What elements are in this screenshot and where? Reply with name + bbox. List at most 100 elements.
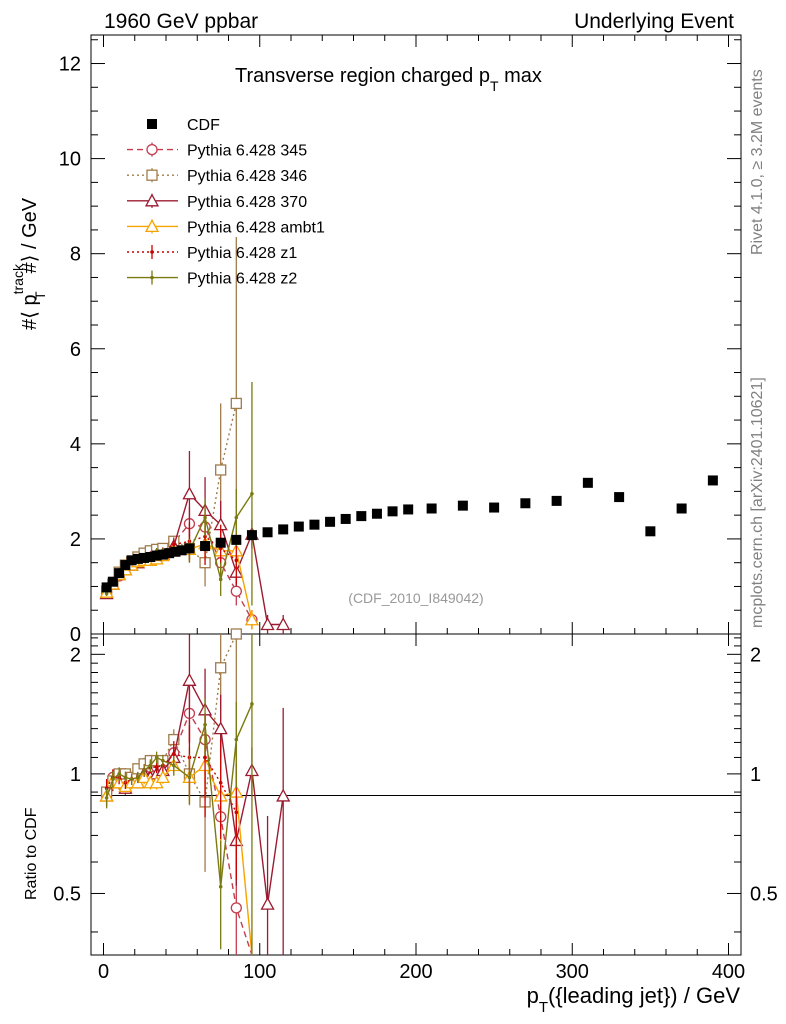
data-point (182, 486, 197, 500)
data-point (340, 513, 351, 524)
ratio-point (203, 722, 207, 727)
y-tick-label: 10 (59, 149, 81, 171)
y-tick-label: 12 (59, 54, 81, 76)
legend: CDF Pythia 6.428 345 Pythia 6.428 346 Pythi… (127, 117, 325, 288)
data-point (403, 504, 414, 515)
y-label-a: #⟨ p (19, 294, 41, 330)
series-pythia-6-428-z2 (104, 382, 254, 955)
ratio-point (154, 765, 159, 769)
ratio-tick-label-right: 1 (750, 764, 761, 786)
legend-label: Pythia 6.428 370 (187, 194, 307, 211)
data-point (520, 498, 531, 509)
ratio-point (161, 758, 165, 763)
data-point (645, 526, 656, 537)
header-right: Underlying Event (574, 10, 734, 33)
ratio-point (104, 796, 109, 800)
data-point (184, 543, 195, 554)
ratio-tick-label-right: 2 (750, 644, 761, 666)
ratio-tick-label: 2 (70, 644, 81, 666)
data-point (707, 475, 718, 486)
y-tick-label: 2 (70, 529, 81, 551)
data-point (244, 612, 260, 626)
legend-label: CDF (187, 117, 220, 134)
x-tick-label: 400 (712, 961, 745, 983)
legend-entry-pythia-6-428-346: Pythia 6.428 346 (127, 168, 307, 185)
data-point (200, 541, 211, 552)
y-label-sub: T (32, 291, 48, 300)
series-cdf (101, 475, 718, 593)
x-tick-label: 0 (98, 961, 109, 983)
x-label-sub: T (539, 999, 548, 1016)
data-point (230, 585, 242, 597)
ratio-point (203, 755, 207, 760)
series-layer (99, 237, 718, 956)
mcplots-label: mcplots.cern.ch [arXiv:2401.10621] (749, 377, 766, 628)
legend-entry-pythia-6-428-345: Pythia 6.428 345 (127, 142, 307, 160)
ratio-point (148, 763, 153, 768)
y-tick-label: 0 (70, 624, 81, 646)
data-point (157, 549, 168, 560)
chart-title: Transverse region charged pT max (235, 65, 542, 94)
ratio-y-label: Ratio to CDF (23, 807, 40, 900)
data-point (582, 477, 593, 488)
legend-entry-pythia-6-428-ambt1: Pythia 6.428 ambt1 (127, 219, 325, 236)
header-left: 1960 GeV ppbar (104, 10, 258, 33)
legend-marker (146, 143, 158, 156)
data-point (293, 521, 304, 532)
data-point (218, 577, 223, 582)
ratio-point (172, 752, 176, 757)
ratio-tick-label-right: 0.5 (750, 883, 778, 905)
data-point (104, 591, 109, 596)
data-point (457, 500, 468, 511)
legend-entry-pythia-6-428-z2: Pythia 6.428 z2 (127, 270, 297, 288)
data-point (203, 515, 207, 520)
data-point (139, 552, 150, 563)
data-point (250, 491, 254, 496)
legend-marker (150, 275, 154, 280)
legend-label: Pythia 6.428 346 (187, 168, 307, 185)
data-point (356, 511, 367, 522)
data-point (234, 558, 239, 563)
chart-title-main: Transverse region charged p (235, 65, 490, 87)
data-point (172, 542, 176, 547)
data-point (101, 582, 112, 593)
data-point (176, 545, 187, 556)
ratio-point (172, 763, 176, 768)
data-point (231, 534, 242, 545)
ratio-point (276, 788, 291, 802)
y-axis-label: #⟨ ptrack T #⟩ / GeV (10, 197, 48, 330)
series-pythia-6-428-370 (99, 450, 291, 955)
data-point (145, 551, 156, 562)
ratio-point (111, 777, 115, 781)
data-point (276, 617, 291, 631)
data-point (234, 515, 239, 520)
legend-label: Pythia 6.428 z2 (187, 271, 297, 288)
data-point (489, 502, 500, 513)
data-point (371, 508, 382, 519)
data-point (132, 553, 143, 564)
data-point (151, 550, 162, 561)
data-point (387, 506, 398, 517)
ratio-point (215, 662, 227, 674)
ratio-point (129, 777, 134, 781)
data-point (325, 516, 336, 527)
ratio-point (230, 628, 242, 640)
rivet-label: Rivet 4.1.0, ≥ 3.2M events (749, 69, 766, 255)
legend-marker (144, 193, 160, 207)
ratio-point (155, 770, 170, 784)
legend-label: Pythia 6.428 345 (187, 143, 307, 160)
data-point (426, 503, 437, 514)
analysis-tag: (CDF_2010_I849042) (348, 590, 483, 606)
ratio-point (154, 755, 159, 760)
data-point (551, 495, 562, 506)
ratio-point (218, 884, 223, 889)
data-point (215, 537, 226, 548)
ratio-line (106, 753, 237, 813)
data-point (246, 530, 257, 541)
y-tick-label: 4 (70, 434, 81, 456)
x-tick-label: 200 (399, 961, 432, 983)
data-point (614, 492, 625, 503)
ratio-point (218, 780, 223, 785)
ratio-point (230, 902, 242, 914)
